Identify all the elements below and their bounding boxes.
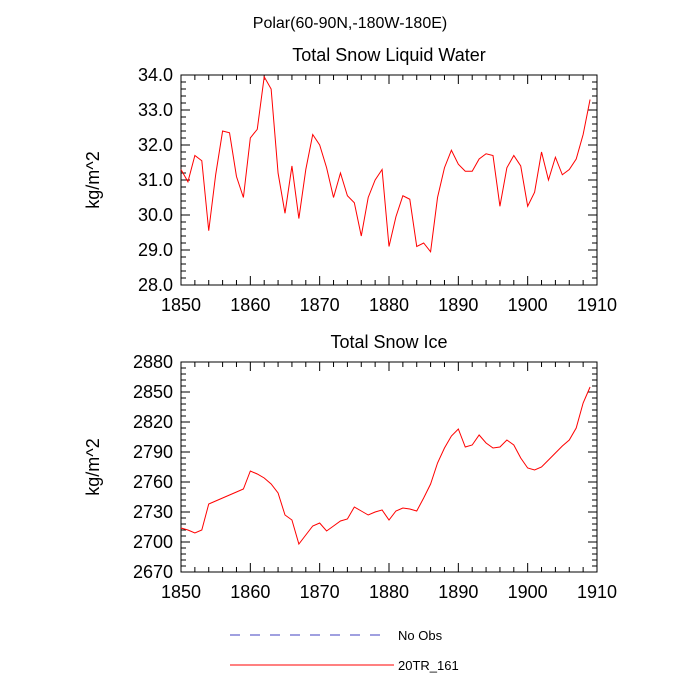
plot-frame [180, 74, 598, 286]
legend: No Obs 20TR_161 [230, 628, 459, 673]
figure-title: Polar(60-90N,-180W-180E) [253, 15, 447, 32]
y-tick-label: 33.0 [138, 100, 173, 120]
y-tick-label: 32.0 [138, 135, 173, 155]
x-tick-label: 1850 [161, 582, 201, 602]
y-tick-label: 2850 [133, 382, 173, 402]
y-tick-label: 2700 [133, 532, 173, 552]
x-tick-label: 1850 [161, 295, 201, 315]
series-line-20tr-161 [180, 75, 591, 253]
x-tick-label: 1890 [438, 295, 478, 315]
y-tick-label: 2820 [133, 412, 173, 432]
y-tick-label: 2730 [133, 502, 173, 522]
x-tick-label: 1880 [369, 582, 409, 602]
x-tick-label: 1910 [577, 582, 617, 602]
chart-title: Total Snow Ice [330, 332, 447, 352]
y-tick-label: 2670 [133, 562, 173, 582]
x-tick-label: 1860 [230, 582, 270, 602]
y-axis-label: kg/m^2 [83, 151, 103, 208]
x-tick-label: 1900 [508, 582, 548, 602]
plot-frame [180, 361, 598, 573]
snow-ice-panel: Total Snow Ice kg/m^2 1850 1860 1870 1880 1890… [83, 332, 617, 602]
y-tick-label: 30.0 [138, 205, 173, 225]
chart-title: Total Snow Liquid Water [292, 45, 485, 65]
x-tick-label: 1910 [577, 295, 617, 315]
series-line-20tr-161 [180, 386, 591, 546]
legend-no-obs-label: No Obs [398, 628, 443, 643]
legend-20tr-161-label: 20TR_161 [398, 658, 459, 673]
y-tick-label: 31.0 [138, 170, 173, 190]
y-tick-label: 2760 [133, 472, 173, 492]
y-tick-label: 28.0 [138, 275, 173, 295]
y-axis-label: kg/m^2 [83, 438, 103, 495]
y-tick-label: 34.0 [138, 65, 173, 85]
y-tick-label: 29.0 [138, 240, 173, 260]
y-tick-label: 2790 [133, 442, 173, 462]
x-tick-label: 1870 [300, 582, 340, 602]
x-tick-label: 1890 [438, 582, 478, 602]
x-tick-label: 1900 [508, 295, 548, 315]
x-tick-label: 1870 [300, 295, 340, 315]
y-tick-label: 2880 [133, 352, 173, 372]
x-tick-label: 1860 [230, 295, 270, 315]
x-tick-label: 1880 [369, 295, 409, 315]
snow-liquid-water-panel: Total Snow Liquid Water kg/m^2 1850 1860 187… [83, 45, 617, 315]
